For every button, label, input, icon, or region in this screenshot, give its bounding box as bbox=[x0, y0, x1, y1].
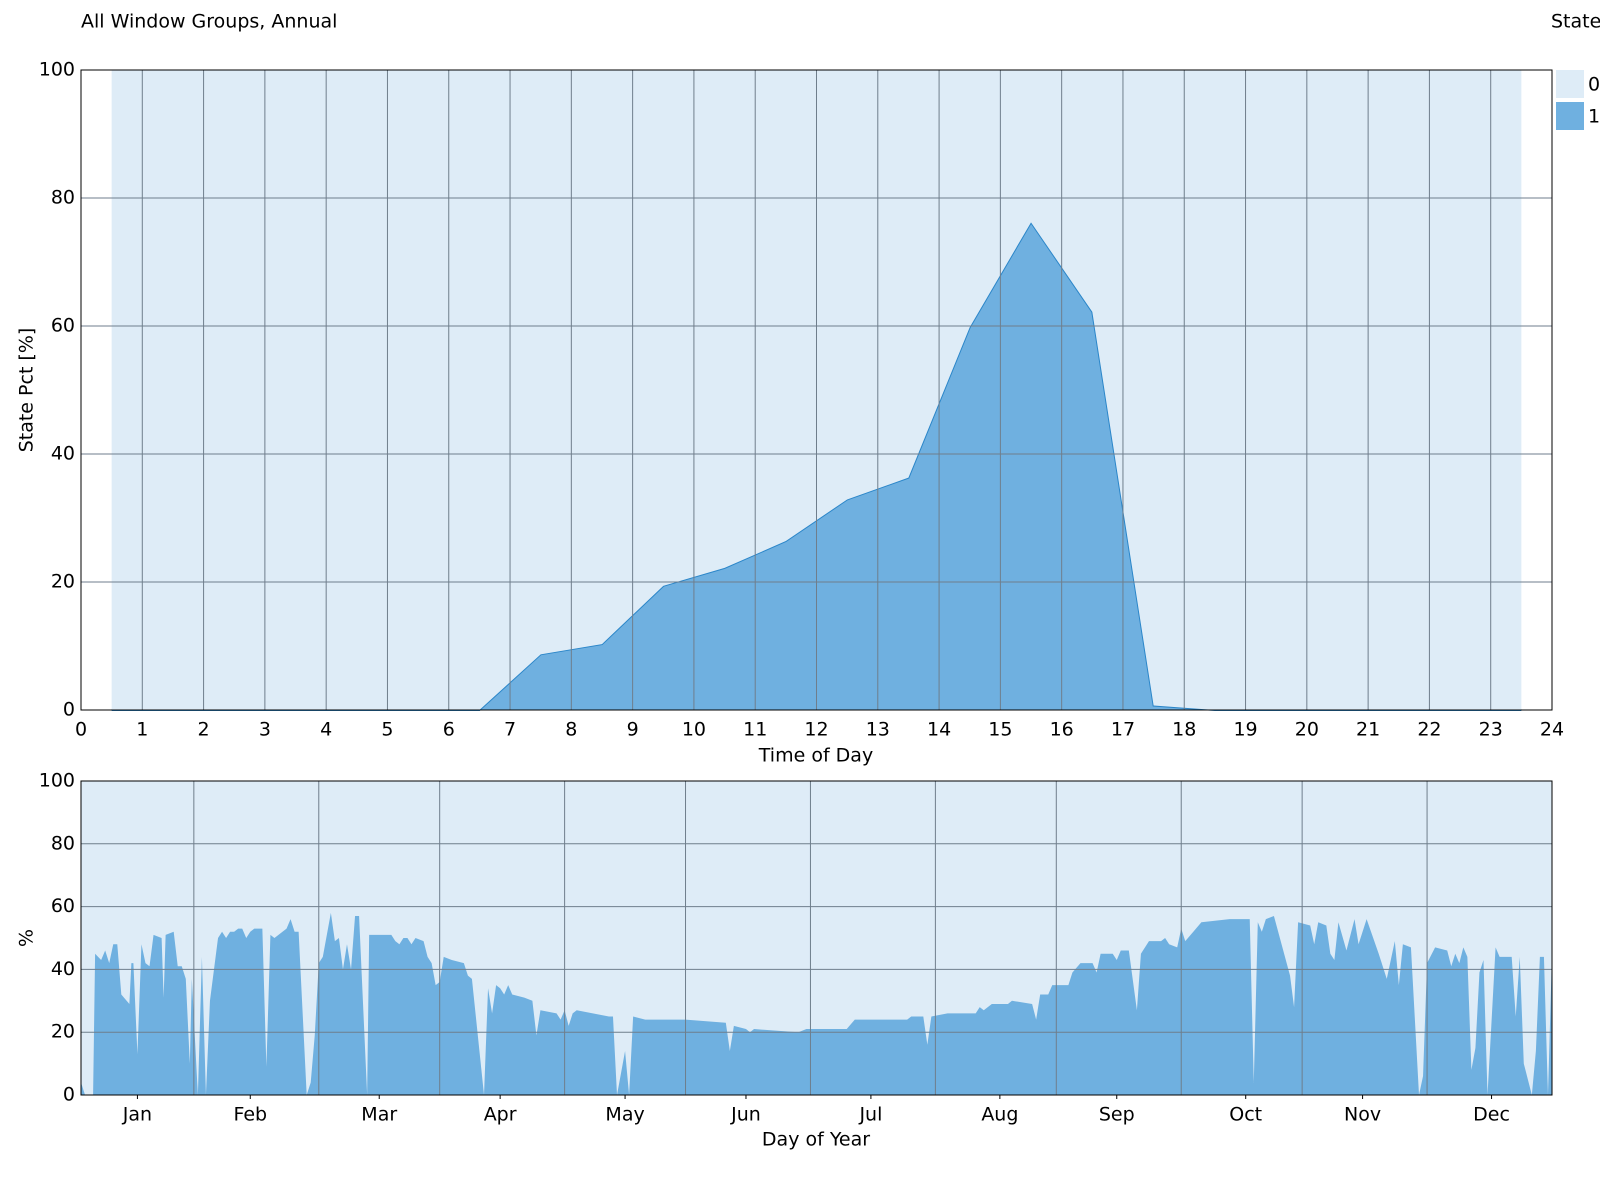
x-tick-label: 23 bbox=[1479, 719, 1503, 741]
x-tick-label: May bbox=[605, 1104, 644, 1126]
x-tick-label: 16 bbox=[1050, 719, 1074, 741]
x-tick-label: 12 bbox=[804, 719, 828, 741]
x-tick-label: 10 bbox=[682, 719, 706, 741]
x-tick-label: 13 bbox=[866, 719, 890, 741]
y-tick-label: 100 bbox=[39, 770, 75, 792]
x-tick-label: 9 bbox=[627, 719, 639, 741]
y-tick-label: 0 bbox=[63, 699, 75, 721]
y-axis-label: State Pct [%] bbox=[16, 328, 38, 453]
y-tick-label: 40 bbox=[51, 443, 75, 465]
legend-swatch bbox=[1556, 70, 1584, 98]
x-tick-label: 1 bbox=[136, 719, 148, 741]
y-tick-label: 60 bbox=[51, 315, 75, 337]
legend-swatch bbox=[1556, 102, 1584, 130]
x-tick-label: 22 bbox=[1417, 719, 1441, 741]
y-tick-label: 100 bbox=[39, 59, 75, 81]
x-tick-label: Mar bbox=[361, 1104, 397, 1126]
x-tick-label: 21 bbox=[1356, 719, 1380, 741]
area bbox=[81, 912, 1552, 1095]
y-tick-label: 0 bbox=[63, 1084, 75, 1106]
x-tick-label: Nov bbox=[1344, 1104, 1381, 1126]
legend-label: 1 bbox=[1588, 106, 1600, 128]
y-tick-label: 20 bbox=[51, 571, 75, 593]
x-tick-label: 0 bbox=[75, 719, 87, 741]
x-tick-label: Jun bbox=[730, 1104, 761, 1126]
x-tick-label: 20 bbox=[1295, 719, 1319, 741]
y-tick-label: 80 bbox=[51, 187, 75, 209]
x-tick-label: Jan bbox=[122, 1104, 152, 1126]
x-tick-label: 17 bbox=[1111, 719, 1135, 741]
plot-frame bbox=[80, 69, 1553, 711]
x-tick-label: 8 bbox=[565, 719, 577, 741]
x-axis-label: Time of Day bbox=[758, 745, 873, 767]
y-tick-label: 60 bbox=[51, 895, 75, 917]
x-tick-label: 15 bbox=[988, 719, 1012, 741]
chart-title: All Window Groups, Annual bbox=[81, 11, 337, 33]
x-tick-label: 6 bbox=[443, 719, 455, 741]
x-tick-label: Apr bbox=[484, 1104, 517, 1126]
y-tick-label: 80 bbox=[51, 832, 75, 854]
x-tick-label: Oct bbox=[1229, 1104, 1262, 1126]
x-axis-label: Day of Year bbox=[762, 1129, 870, 1151]
x-tick-label: Feb bbox=[233, 1104, 267, 1126]
legend-title: State bbox=[1551, 11, 1600, 33]
x-tick-label: Sep bbox=[1099, 1104, 1135, 1126]
legend-label: 0 bbox=[1588, 74, 1600, 96]
y-tick-label: 40 bbox=[51, 958, 75, 980]
x-tick-label: Aug bbox=[981, 1104, 1018, 1126]
x-tick-label: 3 bbox=[259, 719, 271, 741]
x-tick-label: 4 bbox=[320, 719, 332, 741]
x-tick-label: Jul bbox=[858, 1104, 882, 1126]
x-tick-label: 11 bbox=[743, 719, 767, 741]
x-tick-label: Dec bbox=[1473, 1104, 1510, 1126]
plot-frame bbox=[80, 780, 1553, 1096]
y-axis-label: % bbox=[16, 929, 38, 947]
x-tick-label: 7 bbox=[504, 719, 516, 741]
x-tick-label: 2 bbox=[198, 719, 210, 741]
y-tick-label: 20 bbox=[51, 1021, 75, 1043]
x-tick-label: 18 bbox=[1172, 719, 1196, 741]
x-tick-label: 5 bbox=[381, 719, 393, 741]
x-tick-label: 24 bbox=[1540, 719, 1564, 741]
x-tick-label: 14 bbox=[927, 719, 951, 741]
x-tick-label: 19 bbox=[1233, 719, 1257, 741]
